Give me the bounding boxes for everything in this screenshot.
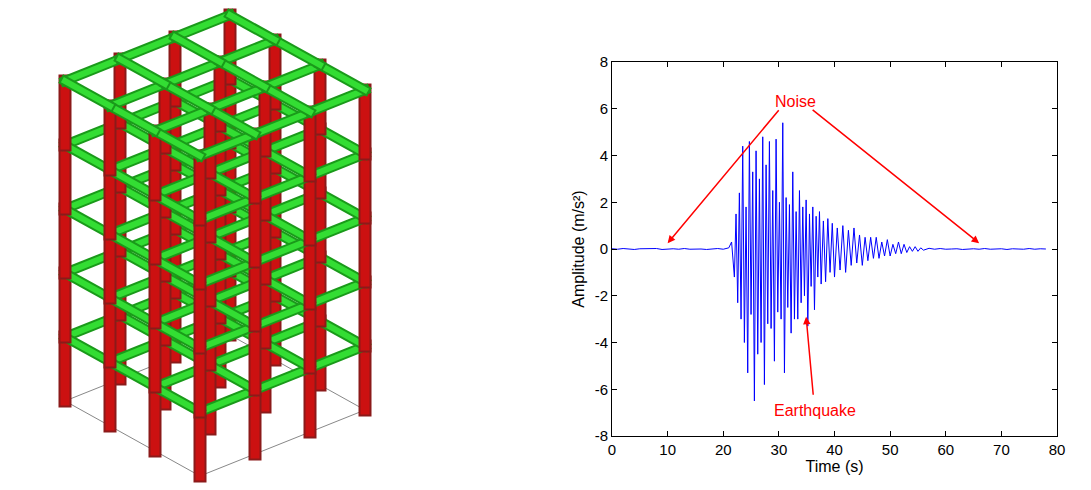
svg-text:Time (s): Time (s): [805, 458, 863, 475]
svg-text:20: 20: [715, 441, 732, 458]
svg-text:50: 50: [882, 441, 899, 458]
svg-text:2: 2: [600, 194, 608, 211]
svg-text:60: 60: [937, 441, 954, 458]
svg-text:10: 10: [659, 441, 676, 458]
svg-text:6: 6: [600, 100, 608, 117]
svg-text:8: 8: [600, 53, 608, 70]
svg-text:0: 0: [600, 240, 608, 257]
svg-text:Earthquake: Earthquake: [774, 402, 856, 419]
svg-text:4: 4: [600, 147, 608, 164]
svg-text:70: 70: [993, 441, 1010, 458]
svg-text:Amplitude (m/s²): Amplitude (m/s²): [570, 190, 587, 307]
svg-text:-2: -2: [595, 287, 608, 304]
svg-text:Noise: Noise: [775, 93, 816, 110]
svg-text:-6: -6: [595, 381, 608, 398]
svg-text:-4: -4: [595, 334, 608, 351]
svg-text:0: 0: [608, 441, 616, 458]
svg-text:40: 40: [826, 441, 843, 458]
svg-text:-8: -8: [595, 427, 608, 444]
svg-text:30: 30: [771, 441, 788, 458]
svg-text:80: 80: [1049, 441, 1066, 458]
